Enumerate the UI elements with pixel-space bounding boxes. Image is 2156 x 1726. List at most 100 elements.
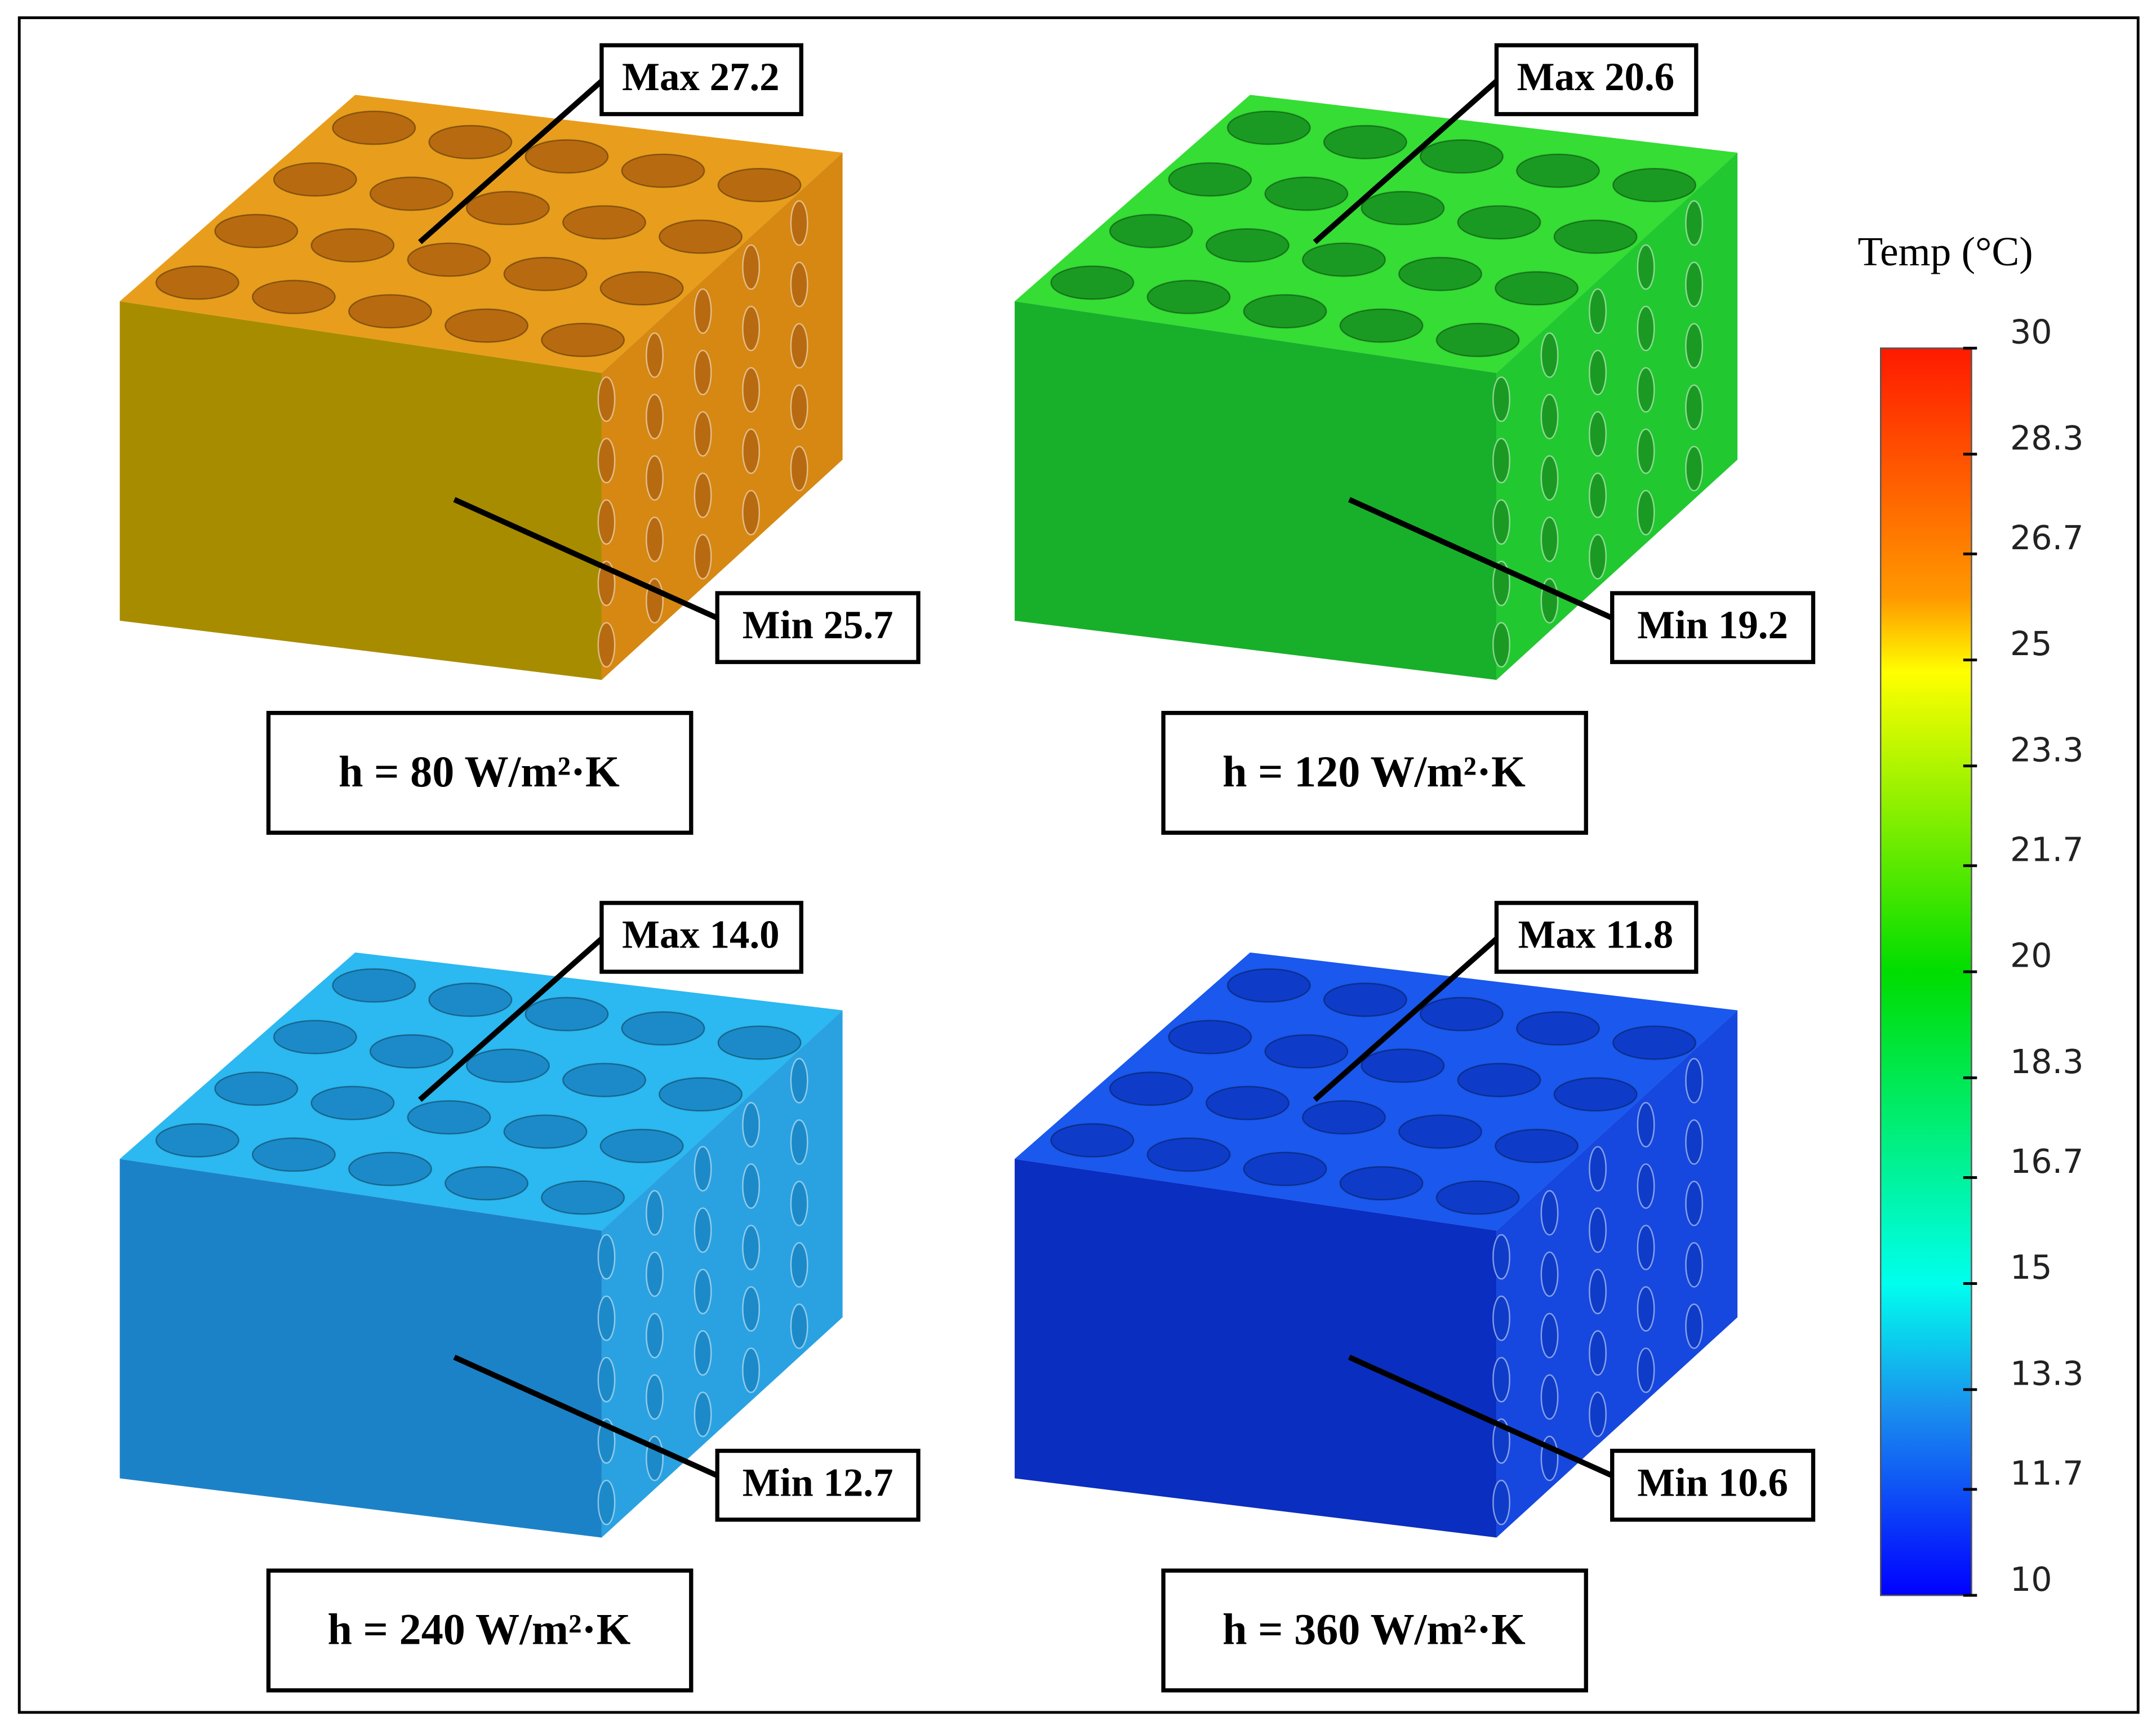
- side-hole: [790, 1304, 808, 1349]
- side-hole: [1540, 394, 1559, 439]
- hole: [1168, 162, 1252, 197]
- hole: [251, 1137, 336, 1172]
- label-box: [599, 901, 803, 974]
- side-hole: [790, 1181, 808, 1226]
- hole: [1339, 1166, 1424, 1201]
- hole: [503, 1114, 588, 1149]
- hole: [273, 162, 357, 197]
- colorbar-tick-label: 26.7: [2010, 519, 2084, 557]
- side-hole: [1637, 1225, 1655, 1270]
- hole: [1495, 271, 1579, 306]
- side-hole: [1685, 1304, 1703, 1349]
- hole: [1553, 1077, 1638, 1112]
- side-hole: [790, 200, 808, 246]
- side-hole: [790, 384, 808, 430]
- side-hole: [694, 472, 712, 518]
- h-label: h = 80 W/m²·K: [339, 747, 620, 796]
- side-hole: [1637, 490, 1655, 536]
- panel: Max 27.2 Min 25.7 h = 80 W/m²·K: [119, 43, 921, 835]
- hole: [332, 968, 416, 1003]
- side-hole: [1637, 1163, 1655, 1209]
- hole: [541, 322, 625, 358]
- leader: [1313, 79, 1499, 244]
- hole: [1515, 1011, 1601, 1046]
- side-hole: [742, 490, 760, 536]
- hole: [503, 256, 588, 291]
- hole: [1050, 1123, 1135, 1158]
- min-label: Min 12.7: [743, 1461, 893, 1505]
- hole: [1146, 1137, 1231, 1172]
- hole: [428, 124, 513, 159]
- side-hole: [1540, 1313, 1559, 1359]
- hole: [1323, 124, 1407, 159]
- hole: [1361, 190, 1445, 225]
- side-hole: [694, 1146, 712, 1192]
- hole: [1050, 265, 1135, 300]
- hole: [1339, 308, 1424, 343]
- hole: [1205, 1086, 1290, 1120]
- side-hole: [1637, 428, 1655, 474]
- label-box: [1610, 591, 1816, 664]
- hole: [348, 294, 433, 329]
- side-hole: [1637, 244, 1655, 290]
- hole: [407, 1100, 491, 1135]
- hole: [1495, 1128, 1579, 1163]
- panel: Max 11.8 Min 10.6 h = 360 W/m²·K: [1015, 901, 1816, 1693]
- leader: [1348, 1354, 1613, 1478]
- hole: [1515, 153, 1601, 188]
- side-hole: [597, 622, 616, 668]
- colorbar-tick-label: 25: [2010, 625, 2052, 663]
- side-hole: [646, 455, 664, 501]
- side-hole: [646, 1313, 664, 1359]
- colorbar-tick-label: 16.7: [2010, 1142, 2084, 1181]
- side-hole: [1589, 411, 1607, 457]
- side-hole: [1492, 1234, 1510, 1280]
- hole: [1226, 110, 1311, 145]
- h-box: [1161, 1568, 1588, 1693]
- hole: [717, 168, 802, 203]
- leader: [1313, 936, 1499, 1102]
- side-hole: [1540, 1251, 1559, 1297]
- hole: [369, 1034, 454, 1069]
- colorbar-tick-label: 21.7: [2010, 831, 2084, 869]
- hole: [1109, 1071, 1193, 1106]
- side-hole: [646, 1251, 664, 1297]
- label-box: [715, 591, 921, 664]
- hole: [310, 1086, 395, 1120]
- hole: [717, 1025, 802, 1060]
- cube-front: [119, 1159, 602, 1538]
- hole: [1457, 1062, 1541, 1097]
- hole: [1612, 1025, 1697, 1060]
- side-hole: [1540, 1374, 1559, 1420]
- leader: [453, 497, 719, 621]
- side-hole: [1589, 1146, 1607, 1192]
- hole: [1226, 968, 1311, 1003]
- side-hole: [1540, 1190, 1559, 1236]
- colorbar-tick-label: 23.3: [2010, 731, 2084, 769]
- side-hole: [1589, 472, 1607, 518]
- side-hole: [646, 394, 664, 439]
- hole: [621, 153, 705, 188]
- max-label: Max 27.2: [622, 55, 779, 99]
- hole: [444, 308, 529, 343]
- colorbar: [1880, 347, 1972, 1596]
- side-hole: [742, 1163, 760, 1209]
- hole: [1361, 1048, 1445, 1083]
- hole: [1457, 205, 1541, 240]
- hole: [562, 205, 647, 240]
- hole: [599, 271, 684, 306]
- panel: Max 14.0 Min 12.7 h = 240 W/m²·K: [119, 901, 921, 1693]
- side-hole: [1637, 1102, 1655, 1147]
- min-label: Min 25.7: [743, 603, 893, 647]
- cube-front: [119, 301, 602, 680]
- side-hole: [742, 367, 760, 413]
- label-box: [715, 1448, 921, 1522]
- side-hole: [1589, 1207, 1607, 1253]
- leader: [418, 79, 604, 244]
- hole: [562, 1062, 647, 1097]
- h-box: [1161, 710, 1588, 835]
- max-label: Max 14.0: [622, 913, 779, 957]
- cube-front: [1015, 301, 1497, 680]
- side-hole: [1492, 1479, 1510, 1525]
- leader: [1348, 497, 1613, 621]
